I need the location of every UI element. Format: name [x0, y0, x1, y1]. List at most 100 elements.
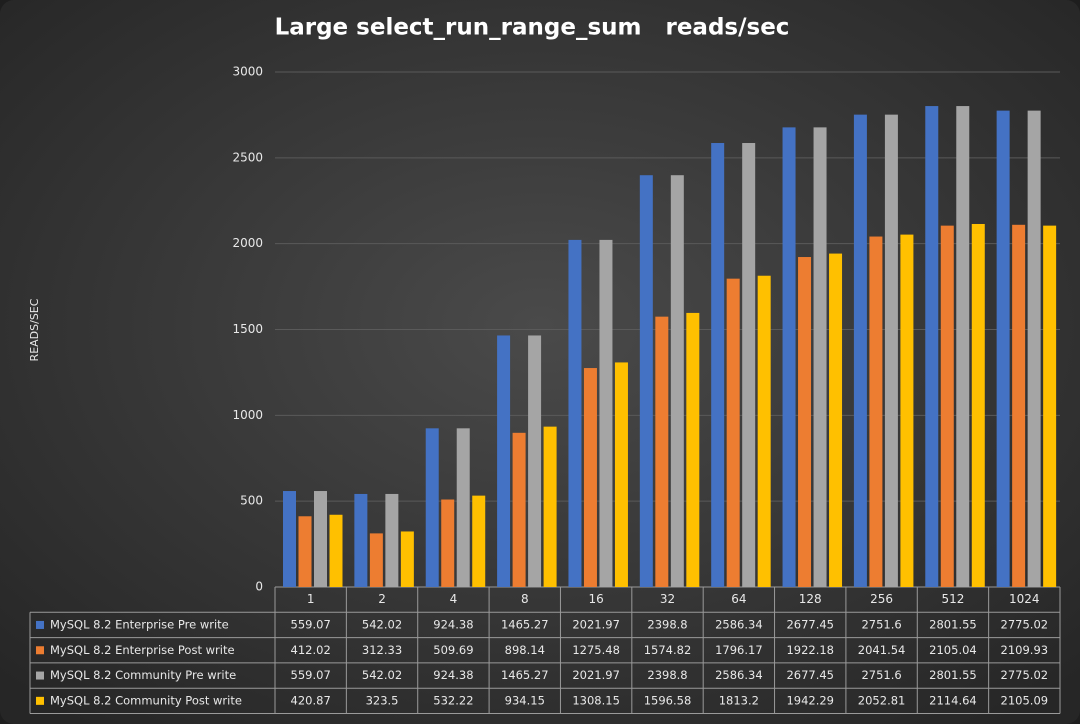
table-cell: 2021.97 — [572, 617, 620, 631]
table-cell: 1465.27 — [501, 617, 549, 631]
bar — [283, 491, 296, 587]
legend-label: MySQL 8.2 Community Pre write — [50, 668, 236, 682]
bar — [599, 239, 613, 588]
table-cell: 2751.6 — [861, 617, 901, 631]
bar — [711, 143, 725, 587]
table-cell: 1596.58 — [644, 693, 692, 707]
bar — [314, 491, 327, 587]
legend-label: MySQL 8.2 Community Post write — [50, 693, 242, 707]
bar — [686, 312, 700, 587]
table-cell: 1465.27 — [501, 668, 549, 682]
table-cell: 2398.8 — [647, 668, 687, 682]
table-cell: 312.33 — [362, 643, 402, 657]
table-cell: 2801.55 — [929, 668, 977, 682]
table-cell: 2775.02 — [1001, 617, 1049, 631]
table-header: 8 — [521, 592, 529, 606]
table-cell: 2677.45 — [786, 617, 834, 631]
table-cell: 323.5 — [366, 693, 399, 707]
table-cell: 1922.18 — [786, 643, 834, 657]
table-cell: 924.38 — [433, 668, 473, 682]
table-header: 1 — [307, 592, 315, 606]
table-cell: 2775.02 — [1001, 668, 1049, 682]
table-cell: 2105.04 — [929, 643, 977, 657]
table-cell: 1308.15 — [572, 693, 620, 707]
bar — [742, 143, 756, 587]
legend-key — [36, 696, 44, 705]
bar — [1027, 110, 1041, 587]
bar — [853, 114, 867, 587]
table-cell: 509.69 — [433, 643, 473, 657]
table-cell: 2052.81 — [858, 693, 906, 707]
bar — [329, 514, 343, 587]
table-cell: 2586.34 — [715, 617, 763, 631]
legend-label: MySQL 8.2 Enterprise Post write — [50, 643, 235, 657]
table-header: 32 — [660, 592, 675, 606]
y-tick-label: 500 — [240, 494, 263, 508]
legend-key — [36, 620, 44, 629]
y-tick-label: 0 — [255, 580, 263, 594]
table-cell: 898.14 — [505, 643, 545, 657]
table-cell: 2801.55 — [929, 617, 977, 631]
table-header: 2 — [378, 592, 386, 606]
y-axis-label: READS/SEC — [28, 298, 41, 361]
bar — [400, 531, 414, 587]
bar — [497, 335, 511, 587]
table-cell: 2021.97 — [572, 668, 620, 682]
bar — [813, 127, 827, 587]
bar — [940, 225, 954, 587]
table-header: 16 — [588, 592, 603, 606]
table-cell: 1275.48 — [572, 643, 620, 657]
bar — [568, 239, 582, 588]
table-cell: 1942.29 — [786, 693, 834, 707]
bar — [528, 335, 542, 587]
table-cell: 2041.54 — [858, 643, 906, 657]
bar — [472, 495, 486, 587]
bar — [614, 362, 628, 587]
y-tick-label: 1000 — [232, 408, 263, 422]
bar — [354, 493, 368, 587]
table-cell: 1813.2 — [719, 693, 759, 707]
bar — [369, 533, 383, 587]
bar — [726, 278, 740, 587]
bar — [1043, 225, 1057, 587]
table-cell: 559.07 — [291, 668, 331, 682]
bar — [441, 499, 455, 587]
table-header: 1024 — [1009, 592, 1040, 606]
y-tick-label: 3000 — [232, 65, 263, 79]
bar — [996, 110, 1010, 587]
table-cell: 2109.93 — [1001, 643, 1049, 657]
legend-label: MySQL 8.2 Enterprise Pre write — [50, 617, 229, 631]
chart-title: Large select_run_range_sum reads/sec — [275, 15, 790, 41]
bar — [670, 175, 684, 587]
table-cell: 2398.8 — [647, 617, 687, 631]
table-cell: 1574.82 — [644, 643, 692, 657]
bar — [298, 516, 312, 587]
table-header: 128 — [799, 592, 822, 606]
table-cell: 2105.09 — [1001, 693, 1049, 707]
bar — [639, 175, 653, 587]
table-cell: 924.38 — [433, 617, 473, 631]
table-cell: 420.87 — [291, 693, 331, 707]
y-tick-label: 2500 — [232, 150, 263, 164]
table-cell: 532.22 — [433, 693, 473, 707]
bar — [583, 368, 597, 587]
legend-key — [36, 671, 44, 680]
table-header: 4 — [450, 592, 458, 606]
bar — [385, 493, 399, 587]
table-cell: 542.02 — [362, 617, 402, 631]
bar — [925, 106, 939, 587]
bar — [757, 275, 771, 587]
bar — [512, 432, 526, 587]
table-cell: 2114.64 — [929, 693, 977, 707]
table-cell: 2677.45 — [786, 668, 834, 682]
legend-key — [36, 646, 44, 655]
table-header: 256 — [870, 592, 893, 606]
table-cell: 412.02 — [291, 643, 331, 657]
bar — [971, 223, 985, 587]
y-tick-label: 2000 — [232, 236, 263, 250]
bar — [956, 106, 970, 587]
bar — [543, 426, 557, 587]
table-cell: 2751.6 — [861, 668, 901, 682]
bar — [869, 236, 883, 587]
